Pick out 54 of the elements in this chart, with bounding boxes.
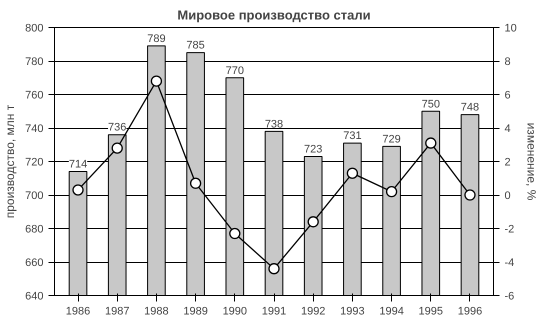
y2-tick-label: -4 bbox=[504, 257, 514, 269]
point bbox=[268, 263, 280, 274]
point bbox=[386, 186, 398, 198]
y2-tick-label: -6 bbox=[504, 290, 514, 302]
x-tick-label: 1989 bbox=[183, 306, 208, 317]
data-label: 789 bbox=[147, 32, 166, 45]
x-tick-label: 1986 bbox=[66, 306, 90, 317]
y-axis-title: производство, млн т bbox=[3, 104, 18, 218]
y-tick-label: 680 bbox=[25, 224, 44, 236]
y2-tick-label: 10 bbox=[504, 22, 517, 34]
point bbox=[112, 142, 123, 154]
point bbox=[72, 184, 84, 196]
y2-tick-label: 8 bbox=[504, 56, 511, 68]
x-tick-label: 1987 bbox=[104, 306, 130, 317]
x-tick-label: 1994 bbox=[379, 306, 404, 317]
point bbox=[308, 216, 319, 228]
y-tick-label: 640 bbox=[25, 290, 44, 302]
x-tick-label: 1993 bbox=[340, 306, 365, 317]
y-tick-label: 660 bbox=[25, 257, 44, 269]
y-tick-label: 700 bbox=[25, 190, 44, 202]
point bbox=[150, 75, 162, 87]
y-tick-label: 760 bbox=[25, 90, 44, 102]
y-tick-label: 780 bbox=[25, 56, 44, 68]
y2-tick-label: 0 bbox=[504, 190, 511, 202]
point bbox=[229, 228, 240, 240]
x-tick-label: 1995 bbox=[418, 306, 444, 317]
x-tick-label: 1990 bbox=[222, 306, 248, 317]
point bbox=[346, 168, 358, 179]
data-label: 729 bbox=[382, 133, 401, 146]
data-label: 714 bbox=[68, 158, 88, 171]
y2-tick-label: 6 bbox=[504, 90, 511, 102]
y-tick-label: 720 bbox=[25, 156, 44, 168]
point bbox=[464, 189, 476, 201]
point bbox=[425, 137, 436, 149]
data-label: 736 bbox=[108, 122, 126, 134]
y-tick-label: 740 bbox=[25, 123, 44, 135]
y-tick-label: 800 bbox=[25, 22, 44, 34]
y2-axis-title: изменение, % bbox=[524, 122, 539, 201]
data-label: 731 bbox=[343, 130, 362, 142]
data-label: 748 bbox=[460, 102, 480, 114]
data-label: 723 bbox=[304, 143, 322, 156]
y2-tick-label: -2 bbox=[504, 224, 514, 236]
x-tick-label: 1988 bbox=[144, 306, 169, 317]
x-tick-label: 1992 bbox=[300, 306, 326, 317]
x-tick-label: 1996 bbox=[458, 306, 482, 317]
chart-title: Мировое производство стали bbox=[177, 8, 371, 22]
data-label: 785 bbox=[186, 40, 205, 52]
y2-tick-label: 2 bbox=[504, 156, 511, 168]
data-label: 750 bbox=[422, 98, 440, 110]
data-label: 770 bbox=[226, 64, 244, 77]
data-label: 738 bbox=[264, 118, 284, 130]
x-tick-label: 1991 bbox=[262, 306, 286, 317]
y2-tick-label: 4 bbox=[504, 123, 511, 135]
point bbox=[190, 178, 202, 189]
